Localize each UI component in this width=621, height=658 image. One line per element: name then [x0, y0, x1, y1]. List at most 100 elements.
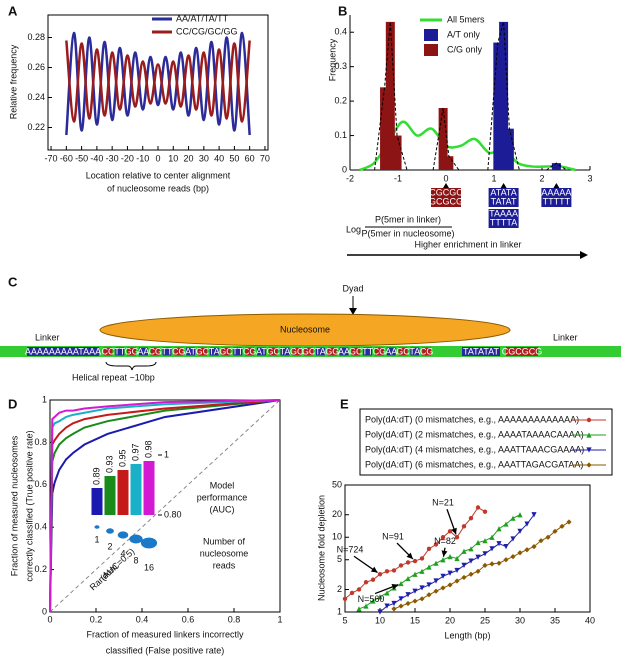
y-tick-label: 0 — [342, 164, 347, 174]
sequence-text: TATATAT — [463, 346, 499, 356]
dinucleotide-text: AT — [185, 346, 196, 356]
x-tick-label: -1 — [394, 173, 402, 183]
legend-label: C/G only — [447, 44, 483, 54]
plot-frame — [49, 399, 281, 613]
annotation-label: N=82 — [434, 536, 456, 546]
data-point — [503, 543, 509, 550]
dinucleotide-text: CC — [102, 346, 115, 356]
y-tick-label: 0.24 — [27, 92, 45, 102]
data-point — [405, 575, 411, 582]
series-line — [65, 31, 251, 136]
data-point — [384, 603, 390, 609]
x-tick-label: -50 — [75, 153, 88, 163]
x-tick-label: 0 — [443, 173, 448, 183]
auc-label: 0.98 — [143, 440, 153, 458]
sequence-text: AAAAAAAAATAAA — [25, 346, 101, 356]
x-tick-label: 10 — [168, 153, 178, 163]
dinucleotide-box — [186, 347, 196, 356]
data-point — [440, 535, 446, 540]
linker-label: Linker — [553, 332, 578, 342]
dinucleotide-text: GC — [349, 346, 363, 356]
x-tick-label: 20 — [184, 153, 194, 163]
data-point — [433, 560, 439, 566]
data-point — [426, 546, 432, 552]
dinucleotide-box — [292, 347, 302, 356]
y-tick-label: 1 — [337, 606, 342, 616]
data-point — [468, 571, 474, 577]
data-point — [419, 585, 425, 591]
y-tick-label: 0.26 — [27, 62, 45, 72]
x-axis-label-log: Log — [346, 224, 361, 234]
data-point — [482, 551, 488, 557]
inset-size-label: nucleosome — [200, 548, 249, 558]
dinucleotide-text: CG — [420, 346, 434, 356]
y-axis-label: Nucleosome fold depletion — [316, 495, 326, 601]
data-point — [586, 417, 592, 423]
nucleosome-label: Nucleosome — [280, 324, 330, 334]
data-point — [586, 447, 592, 453]
data-point — [426, 582, 432, 588]
data-point — [447, 570, 453, 576]
y-axis-label: Relative frequency — [8, 44, 18, 119]
dinucleotide-box — [174, 347, 184, 356]
dinucleotide-text: AA — [338, 346, 350, 356]
dinucleotide-box — [138, 347, 148, 356]
dinucleotide-box — [363, 347, 373, 356]
data-point — [363, 580, 369, 585]
x-axis-label-numerator: P(5mer in linker) — [375, 214, 441, 224]
data-point — [447, 529, 453, 534]
series-line — [49, 399, 281, 613]
dinucleotide-text: GG — [125, 346, 139, 356]
y-tick-label: 5 — [337, 554, 342, 564]
annotation-arrowhead — [391, 584, 399, 590]
dinucleotide-box — [162, 347, 172, 356]
y-tick-label: 2 — [337, 584, 342, 594]
dinucleotide-text: TA — [315, 346, 326, 356]
data-point — [454, 567, 460, 574]
data-point — [517, 512, 523, 518]
dinucleotide-text: CG — [148, 346, 162, 356]
legend-swatch — [424, 29, 438, 41]
auc-bar — [91, 488, 103, 515]
dinucleotide-text: AT — [256, 346, 267, 356]
annotation-label: N=724 — [337, 545, 364, 555]
kmer-arrowhead — [553, 183, 560, 188]
y-tick-label: 0 — [42, 606, 47, 616]
inset-tick-label: 0.80 — [164, 509, 182, 519]
x-axis-label-denominator: P(5mer in nucleosome) — [361, 228, 454, 238]
legend-swatch — [424, 44, 438, 56]
legend-label: Poly(dA:dT) (6 mismatches, e.g., AAATTAG… — [365, 459, 583, 469]
panel-letter: D — [8, 396, 17, 411]
data-point — [496, 541, 502, 547]
series-line — [49, 399, 281, 613]
data-point — [475, 539, 481, 546]
y-tick-label: 1 — [42, 394, 47, 404]
data-point — [447, 582, 453, 588]
helical-brace — [105, 361, 157, 371]
data-point — [524, 547, 530, 553]
inset-size-label: reads — [213, 560, 236, 570]
data-point — [454, 535, 460, 540]
dinucleotide-box — [209, 347, 219, 356]
inset-bar-label: performance — [197, 492, 248, 502]
series-line — [49, 399, 281, 613]
y-tick-label: 0.4 — [334, 27, 347, 37]
read-count-droplet — [117, 531, 129, 539]
series-line — [359, 120, 576, 172]
bar — [499, 21, 509, 171]
data-point — [356, 587, 362, 592]
dinucleotide-box — [339, 347, 349, 356]
plot-frame — [344, 484, 591, 613]
dyad-label: Dyad — [342, 283, 363, 293]
annotation-arrowhead — [441, 550, 448, 557]
read-count-droplet — [94, 525, 100, 529]
data-point — [398, 603, 404, 609]
x-tick-label: 50 — [229, 153, 239, 163]
data-point — [391, 606, 397, 612]
y-tick-label: 0.3 — [334, 61, 347, 71]
series-line — [379, 514, 535, 613]
x-tick-label: 10 — [375, 615, 385, 625]
bar-outline — [487, 21, 520, 171]
data-point — [531, 543, 537, 550]
